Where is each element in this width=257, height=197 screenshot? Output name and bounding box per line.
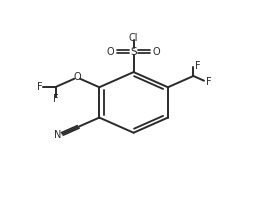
Text: F: F bbox=[206, 77, 212, 87]
Text: O: O bbox=[153, 46, 160, 57]
Text: F: F bbox=[53, 94, 59, 104]
Text: O: O bbox=[107, 46, 114, 57]
Text: O: O bbox=[73, 72, 81, 83]
Text: F: F bbox=[195, 61, 201, 71]
Text: F: F bbox=[37, 82, 43, 92]
Text: S: S bbox=[130, 46, 137, 57]
Text: Cl: Cl bbox=[129, 33, 138, 43]
Text: N: N bbox=[54, 130, 61, 140]
